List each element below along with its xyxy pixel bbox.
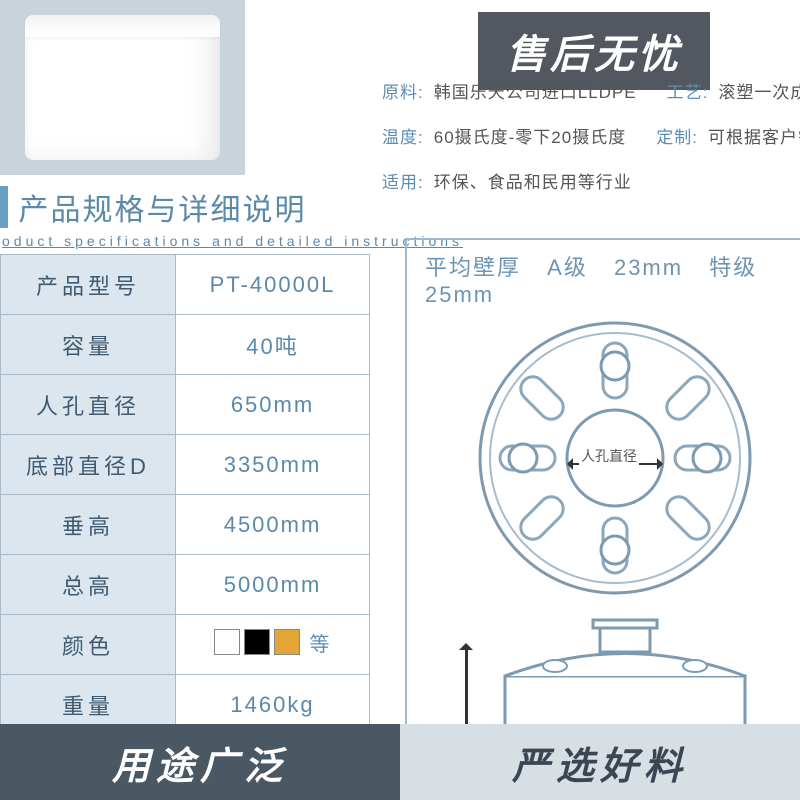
- spec-value: PT-40000L: [176, 255, 370, 315]
- spec-value: 4500mm: [176, 495, 370, 555]
- spec-label: 颜色: [1, 615, 176, 675]
- spec-label: 容量: [1, 315, 176, 375]
- grade-a-label: A级: [547, 255, 588, 280]
- spec-label: 总高: [1, 555, 176, 615]
- spec-table: 产品型号PT-40000L容量40吨人孔直径650mm底部直径D3350mm垂高…: [0, 254, 370, 735]
- grade-s-value: 25mm: [425, 282, 494, 307]
- attr-row: 温度: 60摄氏度-零下20摄氏度 定制: 可根据客户需求量身定: [382, 123, 800, 148]
- table-row: 容量40吨: [1, 315, 370, 375]
- attr-key: 定制:: [656, 123, 698, 148]
- attr-val: 可根据客户需求量身定: [708, 123, 800, 148]
- table-row: 人孔直径650mm: [1, 375, 370, 435]
- diagram-panel: 平均壁厚 A级 23mm 特级 25mm: [405, 238, 800, 738]
- attr-row: 原料: 韩国乐天公司进口LLDPE 工艺: 滚塑一次成型，无缝无: [382, 78, 800, 103]
- tank-illustration: [25, 15, 220, 160]
- attr-process: 工艺: 滚塑一次成型，无缝无: [667, 78, 800, 103]
- tank-top-view: 人孔直径: [475, 318, 755, 598]
- bottom-banner-left: 用途广泛: [0, 724, 400, 800]
- color-swatches: 等: [214, 628, 332, 657]
- attr-key: 工艺:: [667, 78, 709, 103]
- color-swatch-icon: [214, 629, 240, 655]
- spec-label: 产品型号: [1, 255, 176, 315]
- attr-val: 60摄氏度-零下20摄氏度: [434, 123, 626, 148]
- spec-value: 5000mm: [176, 555, 370, 615]
- spec-title: 产品规格与详细说明: [18, 185, 306, 229]
- table-row: 颜色 等: [1, 615, 370, 675]
- spec-label: 人孔直径: [1, 375, 176, 435]
- diagram-header: 平均壁厚 A级 23mm 特级 25mm: [425, 250, 800, 308]
- manhole-label: 人孔直径: [579, 446, 639, 466]
- spec-heading: 产品规格与详细说明 oduct specifications and detai…: [0, 185, 463, 249]
- swatch-etc: 等: [310, 628, 332, 657]
- spec-value: 650mm: [176, 375, 370, 435]
- attr-key: 温度:: [382, 123, 424, 148]
- table-row: 产品型号PT-40000L: [1, 255, 370, 315]
- grade-a-value: 23mm: [614, 255, 683, 280]
- spec-value: 40吨: [176, 315, 370, 375]
- attr-val: 滚塑一次成型，无缝无: [718, 78, 800, 103]
- spec-label: 底部直径D: [1, 435, 176, 495]
- table-row: 总高5000mm: [1, 555, 370, 615]
- color-swatch-icon: [274, 629, 300, 655]
- attr-val: 环保、食品和民用等行业: [434, 168, 632, 193]
- bottom-banner-right: 严选好料: [400, 724, 800, 800]
- grade-s-label: 特级: [709, 255, 757, 280]
- attr-material: 原料: 韩国乐天公司进口LLDPE: [382, 78, 637, 103]
- attr-custom: 定制: 可根据客户需求量身定: [656, 123, 800, 148]
- wall-thickness-label: 平均壁厚: [425, 255, 521, 280]
- attr-temperature: 温度: 60摄氏度-零下20摄氏度: [382, 123, 626, 148]
- table-row: 垂高4500mm: [1, 495, 370, 555]
- product-image: [0, 0, 245, 175]
- table-row: 底部直径D3350mm: [1, 435, 370, 495]
- color-swatch-icon: [244, 629, 270, 655]
- spec-subtitle: oduct specifications and detailed instru…: [2, 233, 463, 249]
- spec-label: 垂高: [1, 495, 176, 555]
- attr-val: 韩国乐天公司进口LLDPE: [434, 78, 637, 103]
- bottom-banner: 用途广泛 严选好料: [0, 724, 800, 800]
- attr-key: 原料:: [382, 78, 424, 103]
- accent-bar-icon: [0, 186, 8, 228]
- spec-value: 等: [176, 615, 370, 675]
- spec-value: 3350mm: [176, 435, 370, 495]
